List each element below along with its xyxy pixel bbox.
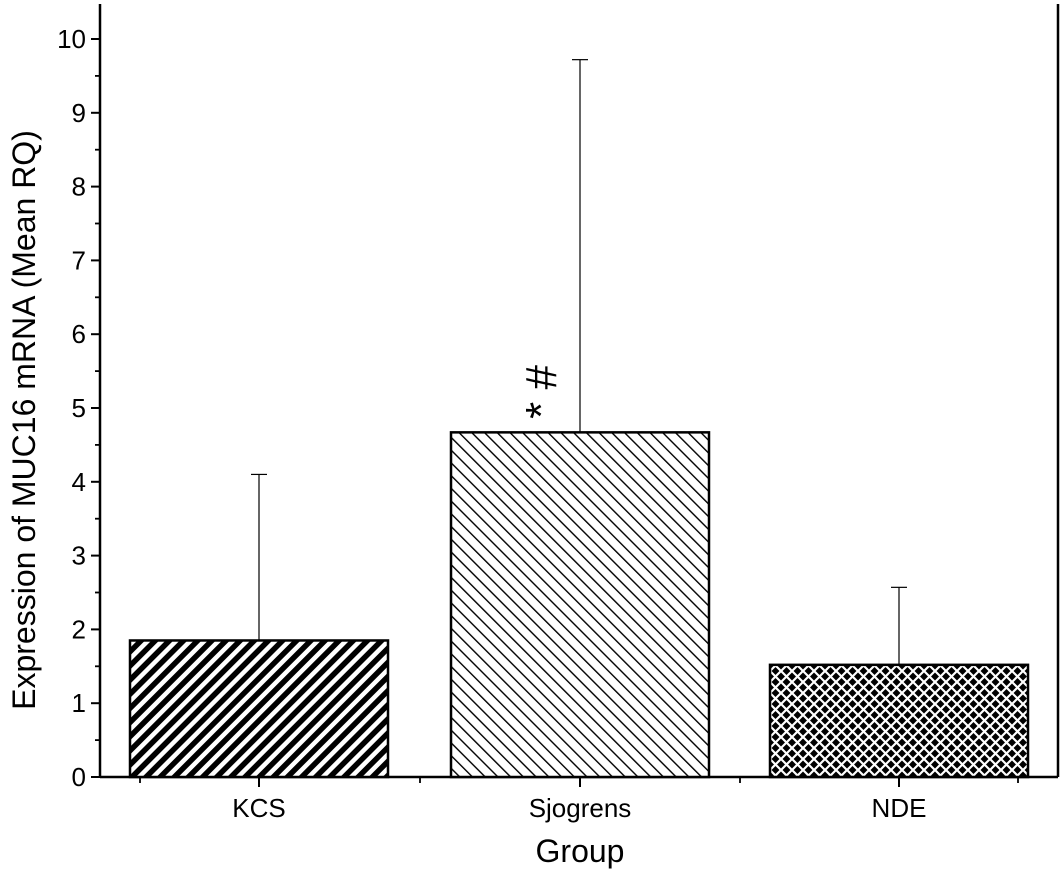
x-tick-label: Sjogrens: [529, 793, 632, 823]
bar-kcs: [128, 639, 390, 779]
x-axis-label: Group: [536, 833, 625, 869]
y-tick-label: 5: [72, 393, 86, 423]
y-tick-label: 7: [72, 245, 86, 275]
y-tick-label: 3: [72, 541, 86, 571]
plot-area: 0 1 2 3 4 5 6 7 8 9 10 KCS Sjogrens NDE * #: [57, 4, 1060, 823]
bar-nde: [768, 663, 1030, 779]
bar-sjogrens: [449, 431, 711, 779]
y-tick-label: 6: [72, 319, 86, 349]
x-tick-label: NDE: [872, 793, 927, 823]
y-tick-label: 1: [72, 688, 86, 718]
y-tick-label: 8: [72, 172, 86, 202]
y-tick-label: 10: [57, 24, 86, 54]
y-axis-label: Expression of MUC16 mRNA (Mean RQ): [6, 130, 42, 710]
y-tick-label: 9: [72, 98, 86, 128]
significance-annotation: * #: [517, 365, 566, 419]
y-tick-label: 0: [72, 762, 86, 792]
x-tick-label: KCS: [232, 793, 285, 823]
y-tick-label: 2: [72, 614, 86, 644]
y-tick-label: 4: [72, 467, 86, 497]
